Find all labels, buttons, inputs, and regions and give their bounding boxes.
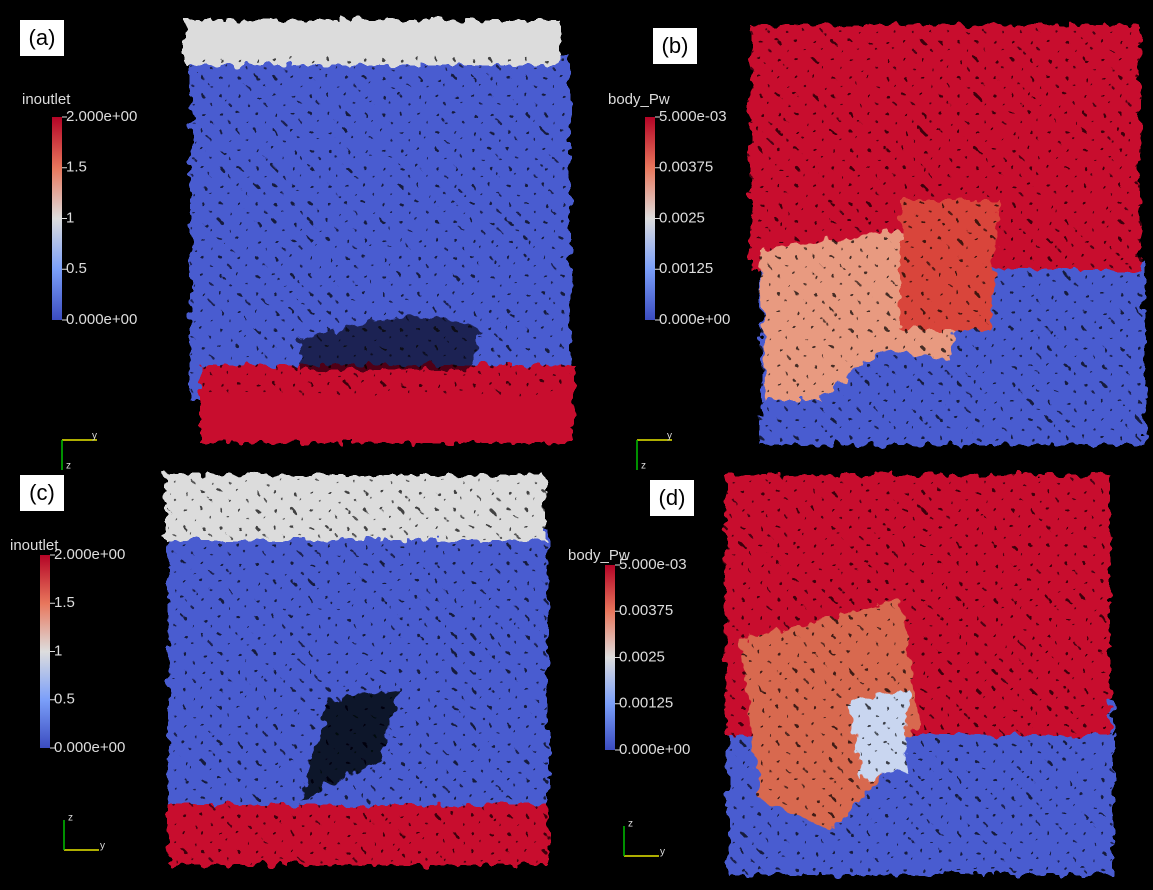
panel-label: (a) <box>29 25 56 50</box>
colorbar-tick-label: 0.000e+00 <box>66 311 137 328</box>
colorbar <box>605 565 615 750</box>
panel-label: (c) <box>29 480 55 505</box>
colorbar-tick-label: 0.0025 <box>619 648 665 665</box>
volume-a <box>185 20 575 443</box>
axis-label: z <box>68 813 73 824</box>
panel-label: (b) <box>662 33 689 58</box>
colorbar-tick-label: 0.5 <box>66 260 87 277</box>
volume-d <box>725 475 1115 875</box>
colorbar-tick-label: 1 <box>66 209 74 226</box>
volume-c <box>165 475 548 865</box>
colorbar-title: inoutlet <box>10 537 59 554</box>
axis-label: z <box>641 461 646 472</box>
figure: (a)inoutlet2.000e+001.510.50.000e+00yz(b… <box>0 0 1153 890</box>
axis-label: y <box>660 847 665 858</box>
colorbar-tick-label: 0.5 <box>54 691 75 708</box>
volume-b <box>750 25 1145 445</box>
colorbar <box>40 555 50 748</box>
page: (a)inoutlet2.000e+001.510.50.000e+00yz(b… <box>0 0 1153 890</box>
colorbar-tick-label: 0.000e+00 <box>659 311 730 328</box>
colorbar-tick-label: 2.000e+00 <box>54 546 125 563</box>
colorbar-tick-label: 0.00125 <box>619 695 673 712</box>
colorbar-tick-label: 0.000e+00 <box>54 739 125 756</box>
colorbar-tick-label: 5.000e-03 <box>659 108 727 125</box>
axis-label: y <box>92 431 97 442</box>
colorbar-tick-label: 0.00375 <box>619 602 673 619</box>
colorbar-title: inoutlet <box>22 91 71 108</box>
colorbar-tick-label: 0.00125 <box>659 260 713 277</box>
colorbar <box>645 117 655 320</box>
colorbar-tick-label: 5.000e-03 <box>619 556 687 573</box>
colorbar-tick-label: 0.0025 <box>659 209 705 226</box>
colorbar-title: body_Pw <box>608 91 670 108</box>
colorbar-tick-label: 2.000e+00 <box>66 108 137 125</box>
axis-label: z <box>66 461 71 472</box>
axis-label: y <box>100 841 105 852</box>
panel-label: (d) <box>659 485 686 510</box>
colorbar <box>52 117 62 320</box>
colorbar-tick-label: 0.000e+00 <box>619 741 690 758</box>
axis-label: z <box>628 819 633 830</box>
colorbar-tick-label: 1 <box>54 642 62 659</box>
axis-label: y <box>667 431 672 442</box>
colorbar-tick-label: 0.00375 <box>659 159 713 176</box>
colorbar-tick-label: 1.5 <box>66 159 87 176</box>
colorbar-tick-label: 1.5 <box>54 594 75 611</box>
